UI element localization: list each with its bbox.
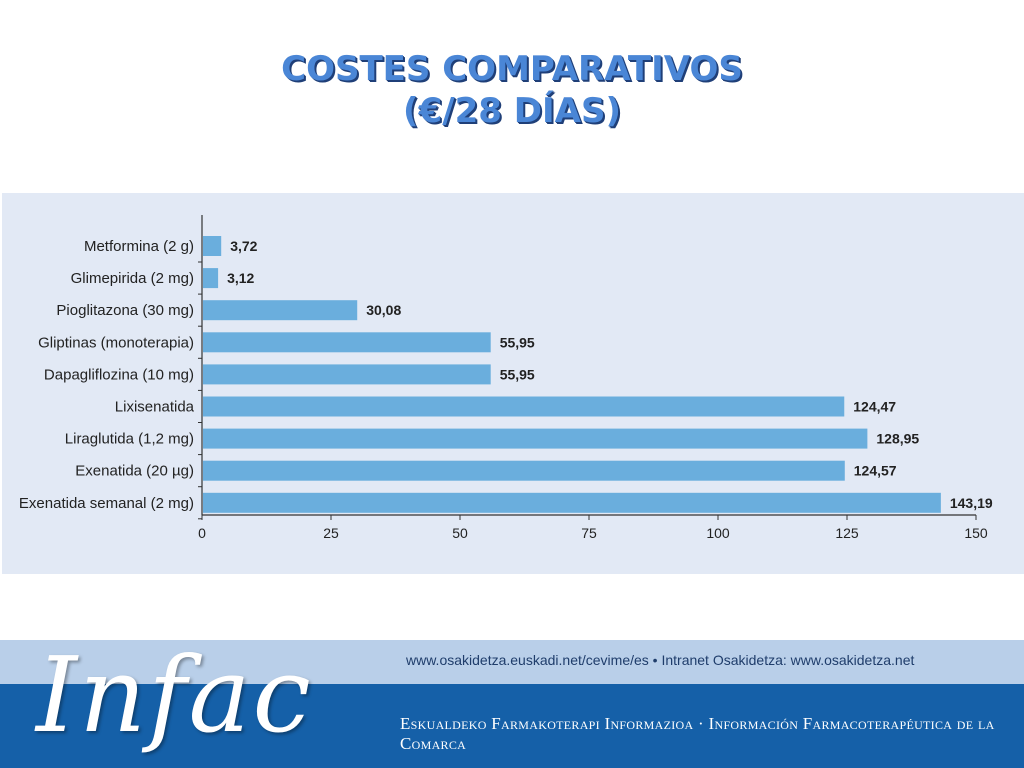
bar (203, 268, 219, 289)
chart-panel: Metformina (2 g) 3,72 Glimepirida (2 mg) 3,… (2, 193, 1024, 574)
bar (203, 236, 222, 256)
category-label: Metformina (2 g) (84, 238, 194, 255)
bar (203, 460, 845, 481)
data-label: 55,95 (500, 334, 535, 350)
slide-title: COSTES COMPARATIVOS (€/28 DÍAS) (0, 48, 1024, 132)
title-line-2: (€/28 DÍAS) (403, 91, 621, 131)
footer-bottom-band (0, 684, 1024, 768)
data-label: 30,08 (366, 302, 401, 318)
bar (203, 332, 491, 353)
category-label: Glimepirida (2 mg) (71, 270, 194, 287)
x-tick-label: 50 (452, 525, 468, 541)
category-label: Lixisenatida (115, 399, 195, 416)
data-label: 143,19 (950, 495, 993, 511)
footer-top-band (0, 640, 1024, 684)
bar-chart: Metformina (2 g) 3,72 Glimepirida (2 mg) 3,… (19, 215, 993, 541)
bar (203, 396, 845, 417)
infac-logo: Infac (36, 630, 313, 760)
data-label: 128,95 (876, 431, 919, 447)
bar (203, 428, 868, 449)
x-tick-label: 75 (581, 525, 597, 541)
x-tick-label: 150 (964, 525, 988, 541)
infac-logo-text: Infac (36, 634, 313, 756)
x-tick-label: 25 (323, 525, 339, 541)
bar (203, 364, 491, 385)
data-label: 55,95 (500, 366, 535, 382)
data-label: 3,12 (227, 270, 254, 286)
title-line-1: COSTES COMPARATIVOS (281, 49, 743, 89)
category-label: Exenatida semanal (2 mg) (19, 495, 194, 512)
data-label: 3,72 (230, 238, 257, 254)
category-label: Gliptinas (monoterapia) (38, 334, 194, 351)
bar (203, 492, 941, 513)
category-label: Liraglutida (1,2 mg) (65, 431, 194, 448)
category-label: Exenatida (20 µg) (75, 463, 194, 480)
x-tick-label: 0 (198, 525, 206, 541)
footer-urls: www.osakidetza.euskadi.net/cevime/es • I… (406, 652, 915, 668)
bar (203, 300, 358, 321)
data-label: 124,47 (853, 399, 896, 415)
data-label: 124,57 (854, 463, 897, 479)
category-label: Pioglitazona (30 mg) (56, 302, 194, 319)
category-label: Dapagliflozina (10 mg) (44, 366, 194, 383)
footer-tagline: Eskualdeko Farmakoterapi Informazioa · I… (400, 714, 995, 753)
x-tick-label: 125 (835, 525, 859, 541)
x-tick-label: 100 (706, 525, 730, 541)
